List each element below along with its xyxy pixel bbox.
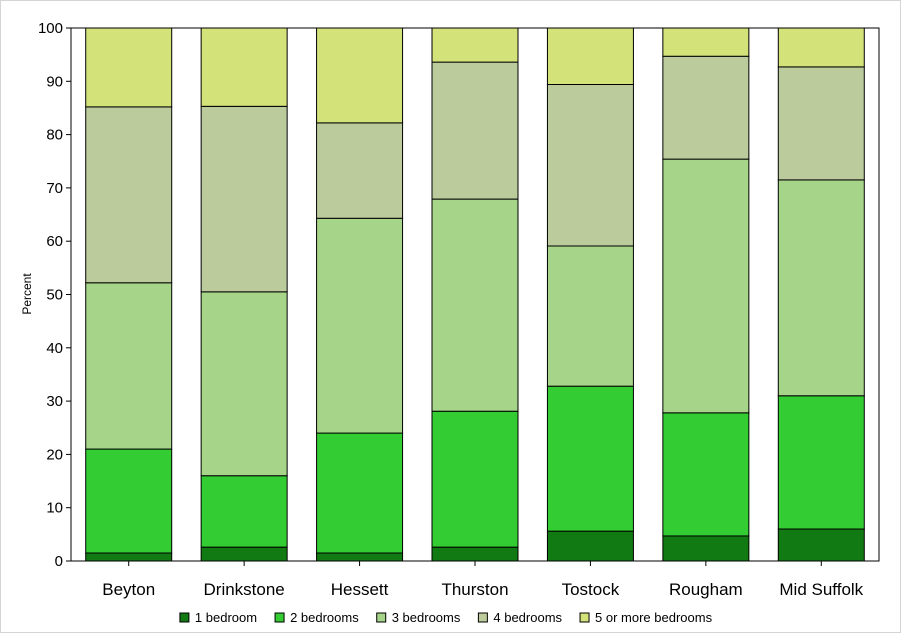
bar-segment (200, 27, 288, 107)
bar-segment (85, 448, 173, 554)
legend-label: 1 bedroom (195, 610, 257, 625)
bar-segment (777, 528, 865, 562)
y-tick-label: 50 (46, 287, 63, 304)
bar-segment (662, 535, 750, 562)
bar-segment (316, 552, 404, 562)
legend-item: 3 bedrooms (376, 610, 461, 625)
x-category-label: Beyton (102, 580, 155, 599)
y-axis-ticks: 0 10 20 30 40 50 60 70 80 90 100 (38, 20, 71, 570)
bar-segment (662, 27, 750, 57)
x-axis-category-labels: Beyton Drinkstone Hessett Thurston Tostock Ro… (102, 580, 863, 599)
bar-segment (316, 432, 404, 554)
bar-segment (546, 83, 634, 247)
y-tick-label: 70 (46, 180, 63, 197)
legend-item: 4 bedrooms (477, 610, 563, 625)
x-category-label: Hessett (331, 580, 389, 599)
y-tick-label: 80 (46, 127, 63, 144)
bar-segment (546, 385, 634, 532)
y-tick-label: 100 (38, 20, 63, 37)
y-tick-label: 60 (46, 233, 63, 250)
legend-swatch (477, 612, 488, 623)
y-tick-label: 0 (55, 553, 63, 570)
bar-segment (777, 395, 865, 530)
bar-segment (662, 158, 750, 414)
bar-segment (85, 27, 173, 108)
plot-area-border (70, 27, 880, 562)
bar-segment (546, 530, 634, 562)
legend-label: 2 bedrooms (290, 610, 359, 625)
legend-item: 1 bedroom (179, 610, 257, 625)
bar-segment (431, 61, 519, 200)
legend-label: 4 bedrooms (493, 610, 562, 625)
bar-segment (200, 546, 288, 562)
bar-segment (431, 27, 519, 63)
x-category-label: Tostock (562, 580, 620, 599)
x-category-label: Rougham (669, 580, 743, 599)
y-tick-label: 40 (46, 340, 63, 357)
y-tick-label: 30 (46, 393, 63, 410)
bar-segment (431, 198, 519, 412)
y-tick-label: 90 (46, 73, 63, 90)
y-tick-label: 20 (46, 446, 63, 463)
y-tick-label: 10 (46, 500, 63, 517)
legend-swatch (579, 612, 590, 623)
y-axis-title-group: Percent (20, 273, 34, 315)
bar-segment (316, 217, 404, 434)
legend-swatch (274, 612, 285, 623)
bars (85, 27, 865, 566)
legend-item: 2 bedrooms (274, 610, 359, 625)
bar-segment (777, 27, 865, 68)
bar-segment (85, 552, 173, 562)
bar-segment (777, 66, 865, 181)
legend-swatch (376, 612, 387, 623)
legend-item: 5 or more bedrooms (579, 610, 713, 625)
x-category-label: Mid Suffolk (779, 580, 863, 599)
x-category-label: Thurston (441, 580, 508, 599)
bar-segment (431, 546, 519, 562)
legend: 1 bedroom 2 bedrooms 3 bedrooms 4 bedrooms 5… (179, 610, 713, 625)
bar-segment (200, 105, 288, 293)
bar-segment (200, 291, 288, 477)
bar-segment (85, 106, 173, 284)
bar-segment (316, 122, 404, 219)
legend-label: 3 bedrooms (392, 610, 461, 625)
bar-segment (85, 282, 173, 450)
bar-segment (662, 55, 750, 160)
legend-swatch (179, 612, 190, 623)
bar-segment (546, 27, 634, 85)
bar-segment (662, 412, 750, 537)
x-category-label: Drinkstone (204, 580, 285, 599)
legend-label: 5 or more bedrooms (595, 610, 713, 625)
bar-segment (316, 27, 404, 124)
bar-segment (431, 410, 519, 548)
bar-segment (546, 245, 634, 387)
bar-segment (200, 475, 288, 548)
bar-segment (777, 179, 865, 397)
y-axis-title: Percent (20, 273, 34, 315)
